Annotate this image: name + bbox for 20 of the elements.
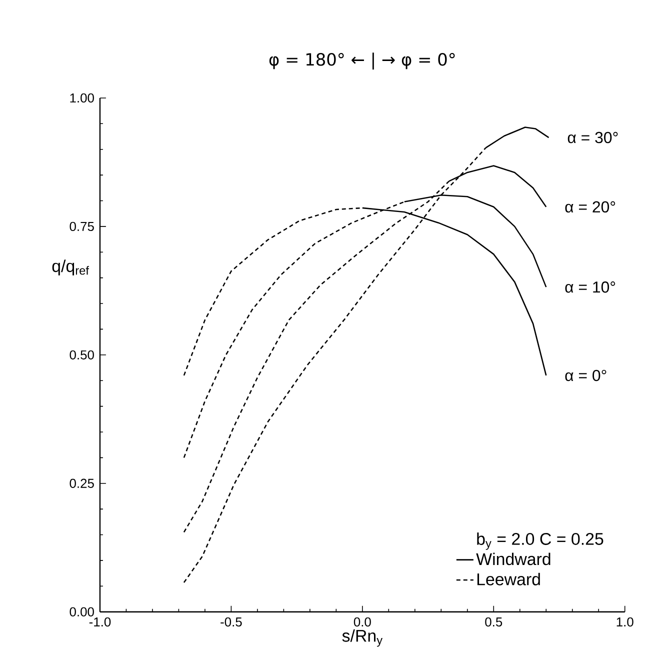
annotation: α = 30°	[568, 132, 618, 144]
y-tick-label: 0.25	[70, 478, 94, 488]
y-tick-label: 0.75	[70, 222, 94, 232]
legend-title: b$_{y}$ = 2.0 C = 0.25	[477, 532, 604, 550]
x-tick-label: -0.5	[220, 617, 242, 627]
y-tick-label: 0.50	[70, 350, 94, 360]
annotation: α = 20°	[565, 201, 616, 213]
legend-label: Windward	[476, 552, 550, 566]
x-tick-label: -1.0	[89, 617, 111, 627]
annotation: α = 0°	[565, 370, 606, 382]
y-tick-label: 1.00	[70, 93, 94, 103]
x-axis-title: s/Rn$_{y}$	[342, 629, 383, 647]
legend-label: Leeward	[478, 572, 540, 586]
y-axis-title: q/q$_{ref}$	[52, 260, 90, 276]
y-tick-label: 0.00	[70, 607, 94, 616]
x-tick-label: 1.0	[616, 617, 634, 627]
x-tick-label: 0.0	[354, 617, 371, 627]
chart-title: φ = 180° ← | → φ = 0°	[269, 52, 455, 70]
annotation: α = 10°	[565, 281, 616, 293]
x-tick-label: 0.5	[485, 617, 502, 627]
